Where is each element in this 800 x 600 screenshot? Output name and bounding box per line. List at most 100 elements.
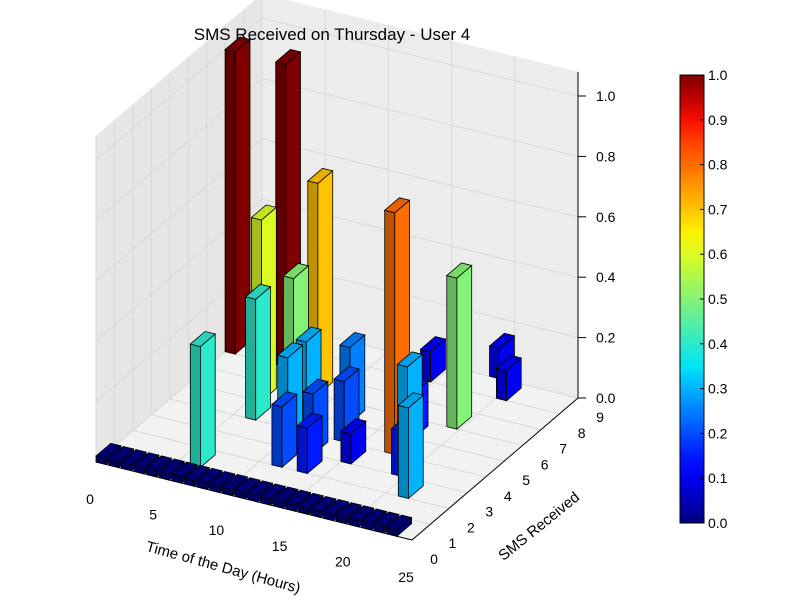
bar-top-face <box>272 486 299 503</box>
chart-title: SMS Received on Thursday - User 4 <box>194 25 471 44</box>
colorbar-tick-label: 0.5 <box>708 291 728 307</box>
colorbar-tick-label: 0.6 <box>708 246 728 262</box>
bar-top-face <box>221 474 249 491</box>
y-tick-label: 4 <box>504 488 512 504</box>
bar-top-face <box>419 336 447 353</box>
bar-front-face <box>245 296 257 421</box>
colorbar: 0.0 0.1 0.2 0.3 0.4 0.5 0.6 0.7 0.8 0.9 1.0 <box>679 67 728 531</box>
x-tick-label: 25 <box>398 569 414 585</box>
bar-top-face <box>310 495 337 512</box>
bar-top-face <box>397 392 425 409</box>
x-tick-label: 20 <box>335 553 351 569</box>
bar-top-face <box>385 514 413 531</box>
bar-top-face <box>282 262 310 279</box>
bar-front-face <box>189 343 201 468</box>
bar-top-face <box>224 36 251 53</box>
x-tick-label: 15 <box>272 538 288 554</box>
z-tick-label: 0.4 <box>596 269 616 285</box>
bar-top-face <box>284 489 312 506</box>
y-tick-label: 5 <box>522 472 530 488</box>
colorbar-tick-label: 0.0 <box>708 515 728 531</box>
grid-line-z <box>95 17 579 161</box>
y-tick-label: 6 <box>541 456 549 472</box>
bar-front-face <box>384 209 396 455</box>
bar-top-face <box>158 458 185 475</box>
bar-top-face <box>360 508 388 525</box>
colorbar-tick-label: 0.4 <box>708 336 728 352</box>
grid-line-z <box>95 198 579 342</box>
left-pane <box>96 0 262 462</box>
bar <box>340 418 367 465</box>
bar-top-face <box>189 331 217 348</box>
bar-top-face <box>274 48 302 65</box>
bar-top-face <box>383 197 411 214</box>
bar-top-face <box>196 467 223 484</box>
bar-top-face <box>259 483 287 500</box>
bar-front-face <box>446 275 458 430</box>
bar-top-face <box>145 455 173 472</box>
bar <box>244 283 272 421</box>
z-tick-label: 0.8 <box>596 148 616 164</box>
bar <box>397 392 425 500</box>
bar-top-face <box>276 342 304 359</box>
bar-top-face <box>95 442 122 459</box>
y-tick-label: 0 <box>430 551 438 567</box>
z-tick-label: 0.2 <box>596 330 616 346</box>
x-tick-label: 0 <box>86 491 94 507</box>
y-tick-label: 3 <box>485 504 493 520</box>
bar-top-face <box>488 332 516 349</box>
bar-top-face <box>302 378 329 395</box>
y-tick-label: 7 <box>559 441 567 457</box>
colorbar-tick-label: 0.2 <box>708 425 728 441</box>
bar-side-face <box>407 394 424 500</box>
bar <box>385 514 413 538</box>
bar-top-face <box>335 502 362 519</box>
bar-top-face <box>396 351 424 368</box>
bar-side-face <box>456 264 473 430</box>
bar-top-face <box>271 391 298 408</box>
bar-front-face <box>340 430 352 465</box>
colorbar-tick-label: 0.7 <box>708 201 728 217</box>
z-tick-label: 0.0 <box>596 390 616 406</box>
x-tick-label: 10 <box>209 522 225 538</box>
bar-top-face <box>495 354 523 371</box>
bar-top-face <box>306 167 334 184</box>
bar-top-face <box>296 412 323 429</box>
bar-top-face <box>244 283 272 300</box>
bar-top-face <box>339 331 366 348</box>
bar-top-face <box>340 418 367 435</box>
y-tick-label: 1 <box>449 535 457 551</box>
bar-top-face <box>250 204 278 221</box>
bar-top-face <box>170 461 198 478</box>
bar-front-face <box>271 403 283 468</box>
bar <box>445 262 473 430</box>
colorbar-tick-label: 0.3 <box>708 381 728 397</box>
x-tick-label: 5 <box>149 507 157 523</box>
bar <box>296 412 323 475</box>
y-tick-label: 8 <box>578 425 586 441</box>
bar-side-face <box>199 333 216 469</box>
bar <box>271 391 298 469</box>
z-tick-label: 0.6 <box>596 209 616 225</box>
bar-top-face <box>347 505 375 522</box>
bar-side-face <box>255 285 271 421</box>
bar-top-face <box>133 452 160 469</box>
bar-top-face <box>120 449 147 466</box>
bar-top-face <box>246 480 274 497</box>
bar-top-face <box>445 262 473 279</box>
bar-top-face <box>234 477 261 494</box>
y-tick-label: 9 <box>596 409 604 425</box>
back-pane <box>262 0 578 398</box>
bar-front-face <box>296 425 308 475</box>
bar-top-face <box>373 511 400 528</box>
colorbar-tick-label: 0.1 <box>708 470 728 486</box>
bar-front-face <box>224 49 236 355</box>
grid-line-z <box>95 77 579 221</box>
bar <box>224 36 251 355</box>
bar <box>189 331 217 469</box>
bar-top-face <box>297 492 324 509</box>
bar-top-face <box>333 365 360 382</box>
bar-front-face <box>397 404 409 500</box>
y-axis-line <box>411 397 579 541</box>
